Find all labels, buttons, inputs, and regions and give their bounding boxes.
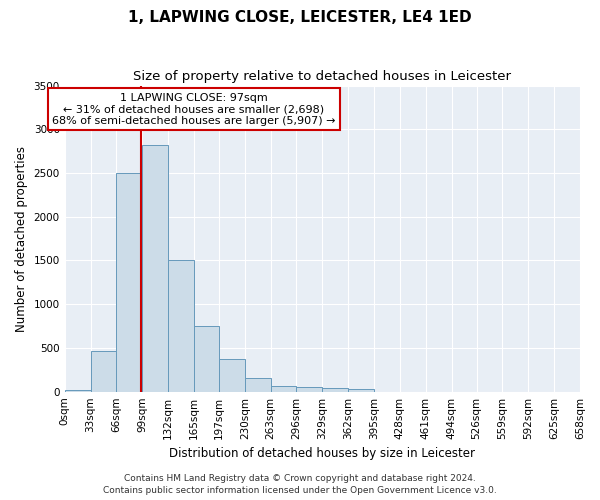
Bar [271,386,296,392]
Bar [245,378,271,392]
Bar [142,145,168,392]
Bar [116,173,142,392]
Bar [168,260,194,392]
Text: 1 LAPWING CLOSE: 97sqm
← 31% of detached houses are smaller (2,698)
68% of semi-: 1 LAPWING CLOSE: 97sqm ← 31% of detached… [52,92,335,126]
Text: 1, LAPWING CLOSE, LEICESTER, LE4 1ED: 1, LAPWING CLOSE, LEICESTER, LE4 1ED [128,10,472,25]
Bar [91,350,116,392]
Bar [194,326,219,392]
Bar [65,390,91,392]
Bar [322,388,348,392]
Text: Contains HM Land Registry data © Crown copyright and database right 2024.
Contai: Contains HM Land Registry data © Crown c… [103,474,497,495]
Title: Size of property relative to detached houses in Leicester: Size of property relative to detached ho… [133,70,511,83]
X-axis label: Distribution of detached houses by size in Leicester: Distribution of detached houses by size … [169,447,475,460]
Bar [219,359,245,392]
Bar [296,387,322,392]
Bar [348,389,374,392]
Y-axis label: Number of detached properties: Number of detached properties [15,146,28,332]
